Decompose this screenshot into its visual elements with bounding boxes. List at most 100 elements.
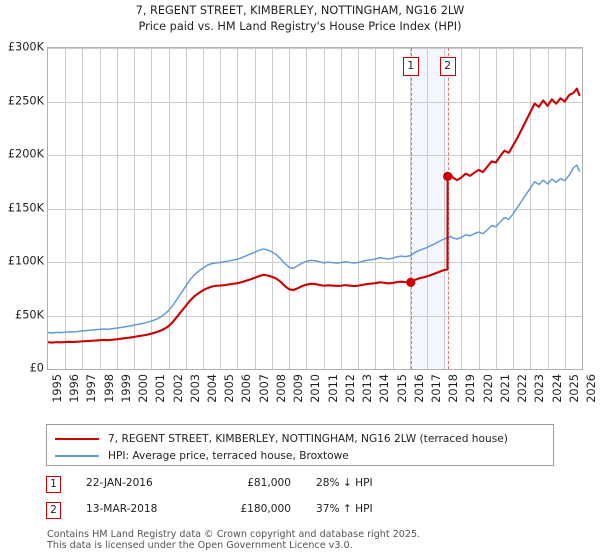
series-line-price-paid (48, 87, 581, 344)
x-axis-tick-label: 1996 (68, 374, 82, 403)
x-axis-tick-label: 2004 (206, 374, 220, 403)
gridline-vertical (220, 48, 221, 369)
x-axis-tick-label: 2015 (395, 374, 409, 403)
page-title: 7, REGENT STREET, KIMBERLEY, NOTTINGHAM,… (0, 3, 600, 34)
x-axis-tick-label: 1995 (51, 374, 64, 403)
gridline-vertical (82, 48, 83, 369)
x-axis-tick-label: 2025 (567, 374, 581, 403)
gridline-vertical (272, 48, 273, 369)
gridline-horizontal (48, 209, 582, 210)
series-layer (48, 87, 581, 344)
x-axis-tick-label: 2024 (550, 374, 564, 403)
gridline-vertical (565, 48, 566, 369)
gridline-vertical (375, 48, 376, 369)
gridline-vertical (169, 48, 170, 369)
event-marker-box-1[interactable]: 1 (402, 57, 419, 76)
gridline-horizontal (48, 262, 582, 263)
y-axis-tick-label: £0 (29, 361, 44, 375)
y-axis-tick-label: £100K (7, 254, 44, 268)
gridline-vertical (324, 48, 325, 369)
gridline-vertical (530, 48, 531, 369)
x-axis-tick-label: 2011 (326, 374, 340, 403)
transaction-marker-2[interactable] (443, 171, 453, 181)
gridline-horizontal (48, 155, 582, 156)
x-axis-tick-label: 2019 (464, 374, 478, 403)
title-line-address: 7, REGENT STREET, KIMBERLEY, NOTTINGHAM,… (135, 4, 465, 17)
x-axis-tick-label: 2021 (498, 374, 512, 403)
series-line-hpi (48, 164, 581, 334)
x-axis-tick-label: 2014 (378, 374, 392, 403)
x-axis-tick-label: 1998 (102, 374, 116, 403)
x-axis-tick-label: 1997 (85, 374, 99, 403)
y-axis-tick-label: £150K (7, 201, 44, 214)
x-axis-tick-label: 2020 (481, 374, 495, 403)
gridline-vertical (151, 48, 152, 369)
x-axis-tick-label: 2026 (585, 374, 598, 403)
txn-delta-1: 28% ↓ HPI (316, 477, 373, 489)
y-axis-tick-label: £300K (7, 40, 44, 54)
legend-item-price-paid: 7, REGENT STREET, KIMBERLEY, NOTTINGHAM,… (55, 430, 508, 448)
title-line-subtitle: Price paid vs. HM Land Registry's House … (138, 19, 462, 33)
legend-swatch-price-paid (55, 438, 99, 440)
ownership-period-band (410, 48, 448, 369)
x-axis-tick-label: 2018 (447, 374, 461, 403)
txn-price-1: £81,000 (247, 477, 291, 489)
txn-index-1: 1 (46, 476, 61, 493)
x-axis-tick-label: 2012 (343, 374, 357, 403)
gridline-vertical (186, 48, 187, 369)
txn-price-2: £180,000 (240, 503, 291, 515)
x-axis-tick-label: 2003 (188, 374, 202, 403)
gridline-vertical (496, 48, 497, 369)
x-axis-tick-label: 2016 (412, 374, 426, 403)
transaction-marker-1[interactable] (406, 277, 416, 287)
gridline-vertical (134, 48, 135, 369)
gridline-vertical (203, 48, 204, 369)
txn-date-1: 22-JAN-2016 (86, 477, 153, 489)
x-axis-tick-label: 2002 (171, 374, 185, 403)
x-axis-tick-label: 2013 (361, 374, 375, 403)
gridline-horizontal (48, 316, 582, 317)
legend-label-hpi: HPI: Average price, terraced house, Brox… (108, 450, 349, 462)
x-axis-tick-label: 2000 (137, 374, 151, 403)
x-axis-tick-label: 2001 (154, 374, 168, 403)
gridline-vertical (255, 48, 256, 369)
txn-index-2: 2 (46, 502, 61, 519)
gridline-vertical (410, 48, 411, 369)
x-axis-tick-label: 2022 (516, 374, 530, 403)
x-axis-tick-label: 2009 (292, 374, 306, 403)
gridline-vertical (358, 48, 359, 369)
gridline-vertical (427, 48, 428, 369)
gridline-vertical (341, 48, 342, 369)
gridline-vertical (513, 48, 514, 369)
y-axis-tick-label: £250K (7, 94, 44, 107)
txn-delta-2: 37% ↑ HPI (316, 503, 373, 515)
gridline-vertical (65, 48, 66, 369)
y-axis-tick-label: £200K (7, 147, 44, 161)
event-line-1 (410, 48, 412, 369)
x-axis-tick-label: 2007 (257, 374, 271, 403)
gridline-vertical (289, 48, 290, 369)
footer-line-copyright: Contains HM Land Registry data © Crown c… (47, 529, 421, 540)
gridline-horizontal (48, 102, 582, 103)
x-axis-tick-label: 2010 (309, 374, 323, 403)
x-axis-tick-label: 2023 (533, 374, 547, 403)
legend-swatch-hpi (55, 455, 99, 457)
legend-item-hpi: HPI: Average price, terraced house, Brox… (55, 447, 349, 465)
x-axis-tick-label: 2017 (429, 374, 443, 403)
y-axis-tick-label: £50K (15, 308, 44, 321)
x-axis-tick-label: 2005 (223, 374, 237, 403)
txn-date-2: 13-MAR-2018 (86, 503, 158, 515)
gridline-vertical (479, 48, 480, 369)
x-axis-tick-label: 2006 (240, 374, 254, 403)
gridline-vertical (444, 48, 445, 369)
chart-legend: 7, REGENT STREET, KIMBERLEY, NOTTINGHAM,… (46, 424, 554, 466)
gridline-vertical (117, 48, 118, 369)
gridline-horizontal (48, 48, 582, 49)
footer-line-licence: This data is licensed under the Open Gov… (47, 540, 353, 552)
x-axis-tick-label: 1999 (119, 374, 133, 403)
gridline-vertical (393, 48, 394, 369)
event-marker-box-2[interactable]: 2 (439, 57, 456, 76)
gridline-vertical (237, 48, 238, 369)
gridline-vertical (548, 48, 549, 369)
